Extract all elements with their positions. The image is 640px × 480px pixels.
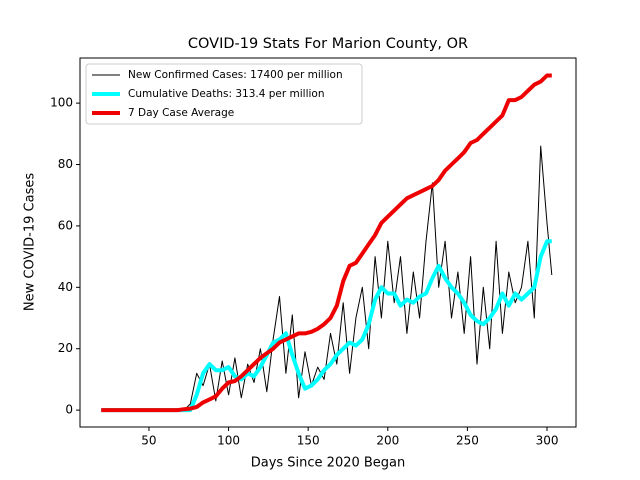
x-tick-label: 250 (456, 434, 479, 448)
legend: New Confirmed Cases: 17400 per million Cu… (85, 63, 363, 125)
y-tick-label: 0 (65, 403, 73, 417)
x-axis-label: Days Since 2020 Began (251, 456, 406, 471)
y-tick-label: 60 (58, 218, 73, 232)
plot-frame (79, 57, 577, 428)
y-axis-label: New COVID-19 Cases (23, 173, 38, 311)
legend-box (85, 63, 363, 125)
x-tick-label: 200 (376, 434, 399, 448)
x-tick-label: 100 (217, 434, 240, 448)
x-tick-label: 150 (297, 434, 320, 448)
y-tick-label: 20 (58, 341, 73, 355)
legend-label: New Confirmed Cases: 17400 per million (128, 69, 343, 81)
legend-label: 7 Day Case Average (128, 107, 234, 119)
y-tick-label: 80 (58, 157, 73, 171)
y-tick-label: 100 (50, 96, 73, 110)
chart-title: COVID-19 Stats For Marion County, OR (188, 36, 468, 52)
y-tick-label: 40 (58, 280, 73, 294)
x-tick-label: 50 (141, 434, 156, 448)
x-tick-label: 300 (536, 434, 559, 448)
series-line (101, 73, 552, 413)
legend-label: Cumulative Deaths: 313.4 per million (128, 88, 325, 100)
